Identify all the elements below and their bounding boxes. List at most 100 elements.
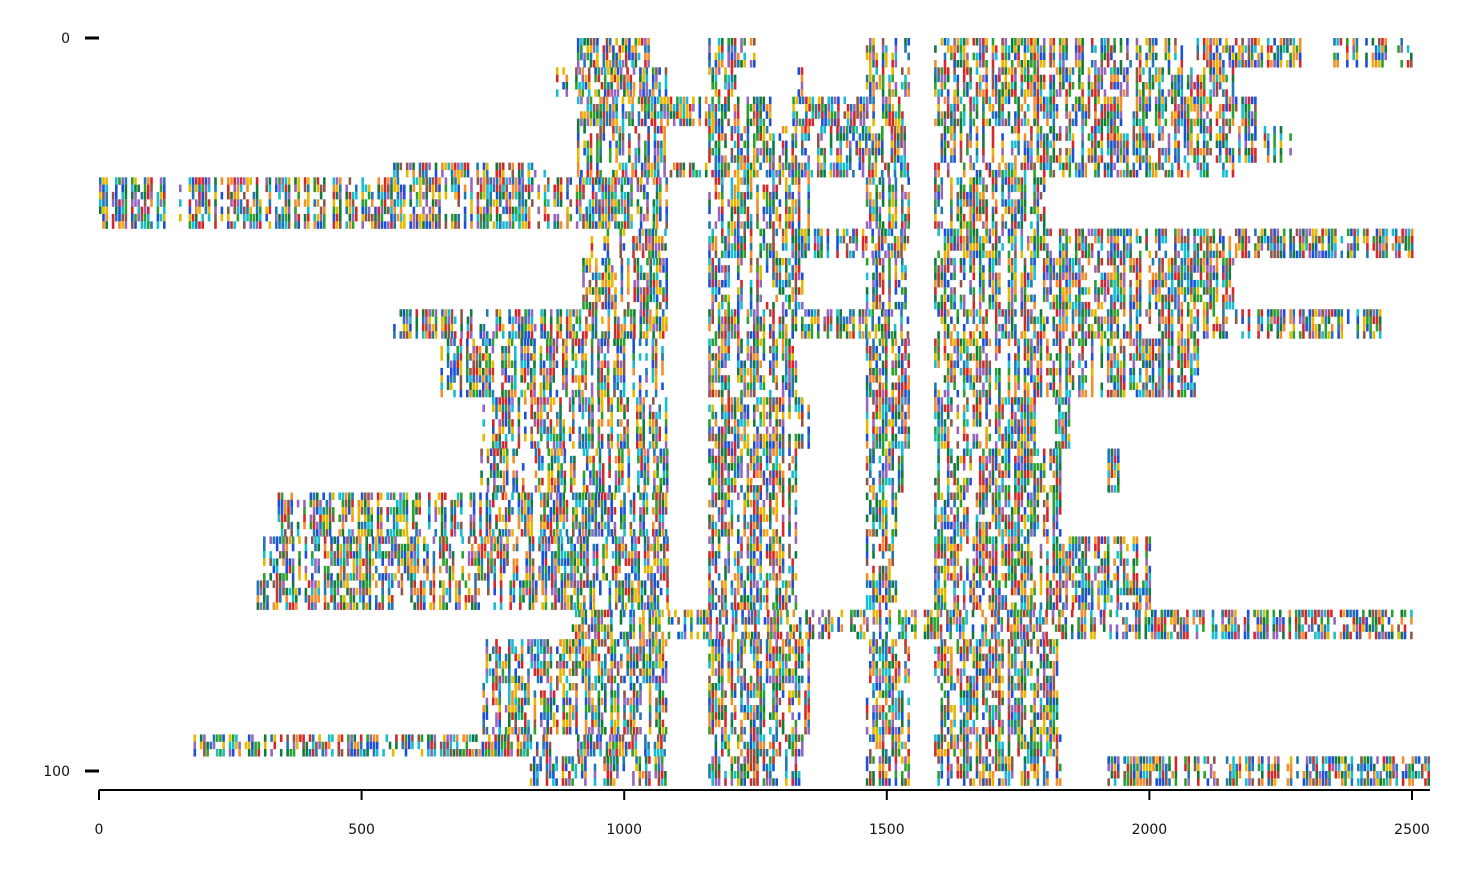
alignment-cell	[1266, 52, 1270, 61]
alignment-cell	[714, 67, 718, 75]
alignment-cell	[956, 213, 960, 222]
alignment-cell	[585, 287, 588, 295]
alignment-cell	[950, 104, 953, 112]
alignment-cell	[994, 177, 998, 185]
alignment-cell	[1113, 67, 1116, 75]
alignment-cell	[1100, 118, 1104, 127]
alignment-cell	[661, 235, 664, 244]
alignment-cell	[1234, 250, 1238, 259]
alignment-cell	[966, 235, 969, 244]
alignment-cell	[1266, 60, 1270, 68]
alignment-cell	[871, 162, 874, 171]
alignment-cell	[994, 235, 998, 244]
alignment-cell	[319, 184, 323, 193]
alignment-cell	[639, 272, 643, 281]
alignment-cell	[740, 301, 743, 310]
alignment-cell	[869, 45, 872, 53]
alignment-cell	[556, 184, 560, 193]
alignment-cell	[1138, 147, 1142, 156]
alignment-cell	[1001, 89, 1004, 97]
alignment-cell	[603, 243, 606, 251]
alignment-cell	[807, 155, 810, 163]
alignment-cell	[438, 221, 441, 229]
alignment-cell	[621, 169, 625, 178]
alignment-cell	[1161, 228, 1164, 237]
alignment-cell	[547, 221, 550, 229]
alignment-cell	[797, 206, 801, 215]
alignment-cell	[891, 221, 894, 229]
alignment-cell	[972, 257, 976, 266]
alignment-cell	[460, 162, 463, 171]
alignment-cell	[278, 221, 281, 229]
alignment-cell	[1042, 235, 1046, 244]
alignment-cell	[708, 126, 711, 134]
alignment-cell	[409, 309, 412, 317]
alignment-cell	[1212, 52, 1216, 61]
alignment-cell	[1222, 272, 1225, 281]
alignment-cell	[393, 213, 396, 222]
alignment-cell	[1010, 169, 1014, 178]
alignment-cell	[626, 309, 630, 317]
alignment-cell	[243, 177, 246, 185]
alignment-cell	[1074, 111, 1078, 119]
alignment-cell	[1026, 294, 1030, 303]
alignment-cell	[102, 177, 105, 185]
alignment-cell	[644, 162, 647, 171]
alignment-cell	[1033, 169, 1036, 178]
alignment-cell	[1302, 243, 1305, 251]
alignment-cell	[1017, 118, 1020, 127]
alignment-cell	[134, 213, 137, 222]
alignment-cell	[1138, 294, 1142, 303]
alignment-cell	[527, 191, 531, 200]
alignment-cell	[1023, 279, 1027, 288]
alignment-cell	[405, 331, 409, 339]
alignment-cell	[1282, 243, 1286, 251]
alignment-cell	[772, 169, 775, 178]
alignment-cell	[1212, 82, 1216, 90]
alignment-cell	[517, 309, 521, 317]
alignment-cell	[1260, 52, 1264, 61]
alignment-cell	[1222, 235, 1225, 244]
alignment-cell	[978, 169, 982, 178]
alignment-cell	[737, 60, 740, 68]
alignment-cell	[907, 221, 910, 229]
alignment-cell	[717, 67, 721, 75]
alignment-cell	[940, 272, 944, 281]
alignment-cell	[1081, 60, 1084, 68]
alignment-cell	[1094, 147, 1097, 156]
alignment-cell	[797, 162, 801, 171]
alignment-cell	[505, 184, 508, 193]
alignment-cell	[644, 155, 647, 163]
alignment-cell	[704, 111, 708, 119]
alignment-cell	[559, 309, 563, 317]
alignment-cell	[348, 177, 352, 185]
alignment-cell	[1186, 133, 1190, 141]
alignment-cell	[985, 82, 988, 90]
alignment-cell	[1113, 74, 1116, 83]
alignment-cell	[518, 191, 521, 200]
alignment-cell	[852, 250, 855, 259]
alignment-cell	[848, 162, 852, 171]
alignment-cell	[853, 104, 856, 112]
alignment-cell	[772, 162, 775, 171]
alignment-cell	[1183, 155, 1187, 163]
alignment-cell	[111, 199, 115, 207]
alignment-cell	[641, 250, 645, 259]
alignment-cell	[1014, 67, 1017, 75]
alignment-cell	[1094, 265, 1097, 273]
alignment-cell	[1071, 147, 1075, 156]
alignment-cell	[875, 279, 878, 288]
alignment-cell	[1020, 191, 1024, 200]
alignment-cell	[616, 74, 620, 83]
alignment-cell	[652, 279, 656, 288]
alignment-cell	[756, 184, 759, 193]
alignment-cell	[610, 74, 613, 83]
alignment-cell	[1231, 147, 1235, 156]
alignment-cell	[969, 279, 972, 288]
alignment-cell	[402, 309, 406, 317]
alignment-cell	[521, 213, 524, 222]
alignment-cell	[1212, 74, 1216, 83]
alignment-cell	[1065, 235, 1068, 244]
alignment-cell	[727, 250, 730, 259]
alignment-cell	[636, 294, 640, 303]
